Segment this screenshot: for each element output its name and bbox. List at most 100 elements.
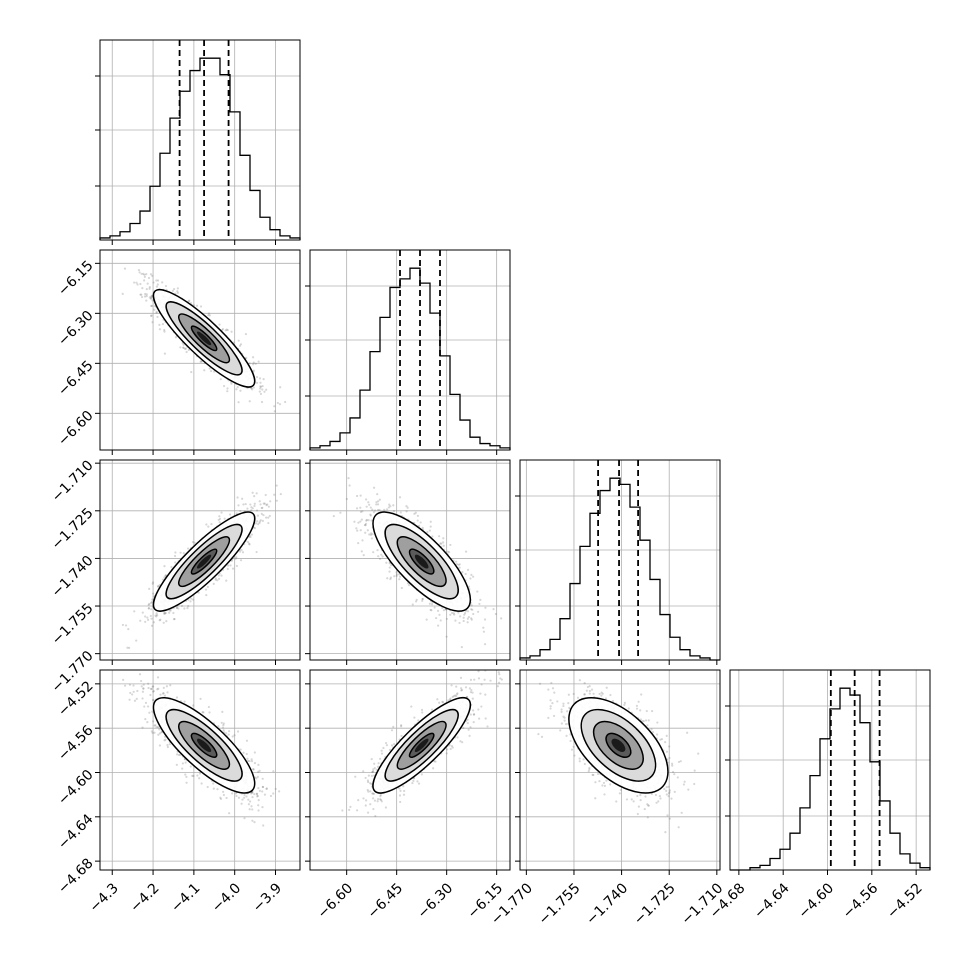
scatter-point <box>149 297 152 300</box>
scatter-point <box>470 604 473 607</box>
y-tick-label: −1.725 <box>49 505 97 553</box>
scatter-point <box>262 502 265 505</box>
scatter-panel-0-3: −4.3 −4.2 −4.1 −4.0 −3.9−4.68−4.64−4.60−4.56… <box>55 669 301 916</box>
scatter-point <box>249 503 252 506</box>
scatter-point <box>339 511 342 514</box>
scatter-point <box>450 611 454 615</box>
scatter-point <box>218 323 221 326</box>
scatter-point <box>250 805 253 808</box>
scatter-point <box>479 598 482 601</box>
scatter-point <box>185 350 188 354</box>
scatter-point <box>226 328 229 332</box>
scatter-point <box>378 557 382 561</box>
contour-line <box>152 511 256 612</box>
scatter-point <box>429 520 432 523</box>
scatter-point <box>372 486 376 489</box>
scatter-point <box>390 564 393 567</box>
scatter-point <box>395 571 398 574</box>
x-tick-label: −4.64 <box>751 880 793 922</box>
scatter-point <box>380 553 383 556</box>
scatter-point <box>153 305 156 308</box>
scatter-point <box>150 624 154 627</box>
scatter-point <box>153 731 156 734</box>
scatter-point <box>162 621 165 624</box>
scatter-point <box>389 577 392 581</box>
scatter-point <box>256 520 259 523</box>
scatter-point <box>255 509 259 512</box>
scatter-point <box>428 529 431 532</box>
scatter-point <box>239 343 243 346</box>
scatter-point <box>143 279 146 282</box>
scatter-point <box>169 609 172 612</box>
scatter-point <box>176 291 179 295</box>
scatter-point <box>438 613 441 616</box>
scatter-point <box>251 507 254 510</box>
scatter-point <box>265 516 268 519</box>
scatter-point <box>171 289 174 292</box>
scatter-point <box>378 498 381 501</box>
scatter-point <box>459 615 462 618</box>
density-core <box>196 554 212 569</box>
scatter-point <box>146 282 149 285</box>
scatter-point <box>355 507 359 510</box>
scatter-point <box>168 743 171 746</box>
scatter-point <box>407 583 411 587</box>
scatter-point <box>218 521 221 524</box>
scatter-point <box>152 281 155 284</box>
scatter-point <box>389 576 392 579</box>
scatter-point <box>155 311 158 314</box>
panel-frame <box>309 459 511 661</box>
scatter-point <box>144 615 147 618</box>
scatter-point <box>150 608 153 611</box>
scatter-point <box>172 618 176 621</box>
scatter-point <box>161 323 164 326</box>
scatter-point <box>255 375 259 379</box>
scatter-point <box>156 315 159 319</box>
scatter-point <box>369 506 372 509</box>
scatter-point <box>144 292 147 296</box>
scatter-point <box>398 575 402 578</box>
scatter-point <box>248 808 251 811</box>
scatter-point <box>231 735 234 738</box>
scatter-point <box>158 619 161 622</box>
scatter-point <box>183 347 187 351</box>
scatter-point <box>361 510 364 513</box>
scatter-point <box>146 720 149 724</box>
scatter-point <box>147 276 151 280</box>
scatter-point <box>253 761 257 765</box>
scatter-point <box>219 796 222 799</box>
scatter-point <box>265 503 268 507</box>
scatter-point <box>265 388 268 391</box>
scatter-point <box>255 381 259 384</box>
scatter-point <box>440 542 443 545</box>
scatter-point <box>375 501 378 504</box>
scatter-point <box>278 403 282 406</box>
scatter-point <box>262 824 265 827</box>
scatter-point <box>235 388 238 391</box>
scatter-point <box>163 739 166 742</box>
scatter-point <box>150 600 153 604</box>
scatter-point <box>252 386 255 389</box>
scatter-point <box>219 378 222 381</box>
scatter-point <box>175 606 178 609</box>
scatter-point <box>135 281 138 284</box>
scatter-point <box>181 762 184 765</box>
scatter-point <box>261 790 264 793</box>
scatter-point <box>466 568 470 571</box>
panel-frame <box>99 39 301 241</box>
scatter-point <box>378 508 381 512</box>
scatter-point <box>388 562 391 565</box>
scatter-point <box>203 369 206 372</box>
scatter-point <box>262 378 265 381</box>
scatter-point <box>223 517 226 520</box>
scatter-point <box>128 698 131 701</box>
scatter-point <box>399 511 402 514</box>
scatter-point <box>231 792 234 795</box>
scatter-point <box>466 617 469 620</box>
scatter-point <box>261 785 265 789</box>
scatter-point <box>187 348 190 352</box>
y-tick-label: −1.740 <box>49 553 97 601</box>
scatter-point <box>166 745 169 749</box>
scatter-point <box>372 551 375 554</box>
scatter-point <box>150 304 153 308</box>
